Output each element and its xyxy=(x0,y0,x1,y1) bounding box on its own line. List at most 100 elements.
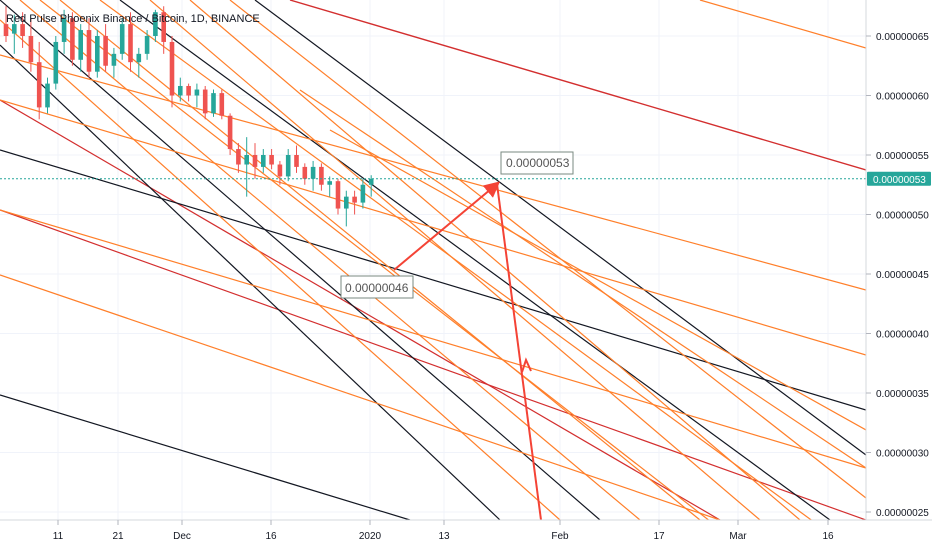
time-axis[interactable]: 11 21 Dec 16 2020 13 Feb 17 Mar 16 xyxy=(53,520,834,542)
x-tick-label: 2020 xyxy=(359,531,382,542)
candle-body xyxy=(78,30,83,60)
trendline xyxy=(99,0,813,520)
candle-body xyxy=(219,93,225,116)
y-tick-label: 0.00000050 xyxy=(876,211,929,222)
candle xyxy=(95,30,100,78)
candle-body xyxy=(144,36,150,54)
y-tick-label: 0.00000025 xyxy=(876,508,929,519)
candle-body xyxy=(169,41,175,96)
candle xyxy=(327,176,332,197)
trendline xyxy=(299,89,866,469)
candle xyxy=(144,30,150,60)
candle-body xyxy=(285,155,291,177)
candle xyxy=(335,178,341,215)
candle xyxy=(28,18,34,72)
candle xyxy=(319,163,324,191)
candle-body xyxy=(178,85,183,96)
trendline xyxy=(0,54,866,291)
candle xyxy=(227,113,233,155)
candle xyxy=(302,163,308,185)
candle xyxy=(61,9,67,54)
candle-body xyxy=(360,184,366,203)
y-tick-label: 0.00000060 xyxy=(876,92,929,103)
y-tick-label: 0.00000030 xyxy=(876,449,929,460)
candle-body xyxy=(277,164,283,177)
trendline xyxy=(0,209,866,520)
trendline xyxy=(329,129,866,431)
trendline xyxy=(0,149,866,411)
candle-body xyxy=(194,89,200,96)
y-tick-label: 0.00000045 xyxy=(876,270,929,281)
candle xyxy=(161,6,166,54)
candle-body xyxy=(36,62,42,108)
candle xyxy=(53,36,59,90)
candle xyxy=(86,18,92,78)
x-tick-label: Feb xyxy=(551,531,569,542)
candle-body xyxy=(202,89,208,114)
arrow-up-right xyxy=(393,181,501,271)
annotation-lower-text: 0.00000046 xyxy=(345,281,409,295)
candle-body xyxy=(70,18,75,60)
annotation-lower[interactable]: 0.00000046 xyxy=(340,275,414,299)
candle-body xyxy=(95,36,100,72)
arrow-down xyxy=(496,183,542,520)
x-tick-label: 16 xyxy=(265,531,277,542)
candle-body xyxy=(269,155,274,165)
y-tick-label: 0.00000035 xyxy=(876,389,929,400)
candle-body xyxy=(136,53,142,63)
candle xyxy=(128,12,133,72)
candle-body xyxy=(128,24,133,63)
trendline xyxy=(0,274,721,520)
candle-body xyxy=(86,30,92,72)
trendline xyxy=(0,0,601,520)
x-tick-label: 11 xyxy=(53,531,64,542)
candles xyxy=(3,6,374,227)
trendline xyxy=(229,0,866,499)
price-axis[interactable]: 0.00000065 0.00000060 0.00000055 0.00000050… xyxy=(866,32,929,519)
candle xyxy=(360,178,366,209)
candle xyxy=(285,149,291,182)
candle-body xyxy=(344,196,349,209)
candle-body xyxy=(227,115,233,150)
candle xyxy=(269,149,274,170)
candle-body xyxy=(327,181,332,185)
trendline xyxy=(0,19,561,520)
candle-body xyxy=(319,166,324,185)
current-price-tag: 0.00000053 xyxy=(867,171,931,186)
candle xyxy=(119,18,125,60)
annotation-upper[interactable]: 0.00000053 xyxy=(500,151,574,175)
candle-body xyxy=(111,53,117,66)
candle xyxy=(45,77,50,114)
projection-arrows xyxy=(393,181,542,520)
current-price-label: 0.00000053 xyxy=(873,175,926,186)
trendlines xyxy=(0,0,866,520)
candle-body xyxy=(28,36,34,63)
candle xyxy=(103,24,108,72)
candle xyxy=(3,6,9,42)
candle-body xyxy=(335,181,341,209)
candle xyxy=(70,12,75,66)
candle xyxy=(219,89,225,120)
candle-body xyxy=(252,155,258,167)
candle-body xyxy=(302,166,308,179)
candle xyxy=(12,14,17,54)
candle-body xyxy=(261,155,266,167)
candle xyxy=(294,145,299,173)
candle-body xyxy=(3,24,9,36)
candle-body xyxy=(244,155,249,165)
x-tick-label: 13 xyxy=(438,531,450,542)
plot-area[interactable] xyxy=(0,0,866,520)
candle-body xyxy=(352,196,357,203)
trendline xyxy=(0,394,411,520)
candle xyxy=(236,143,241,173)
candle-body xyxy=(61,18,67,42)
candle-body xyxy=(186,85,191,96)
candle xyxy=(244,137,249,197)
candle xyxy=(211,89,216,117)
x-tick-label: 17 xyxy=(653,531,665,542)
candle xyxy=(194,83,200,108)
trendline xyxy=(119,0,831,520)
trendline xyxy=(19,0,641,520)
candle xyxy=(310,160,316,191)
